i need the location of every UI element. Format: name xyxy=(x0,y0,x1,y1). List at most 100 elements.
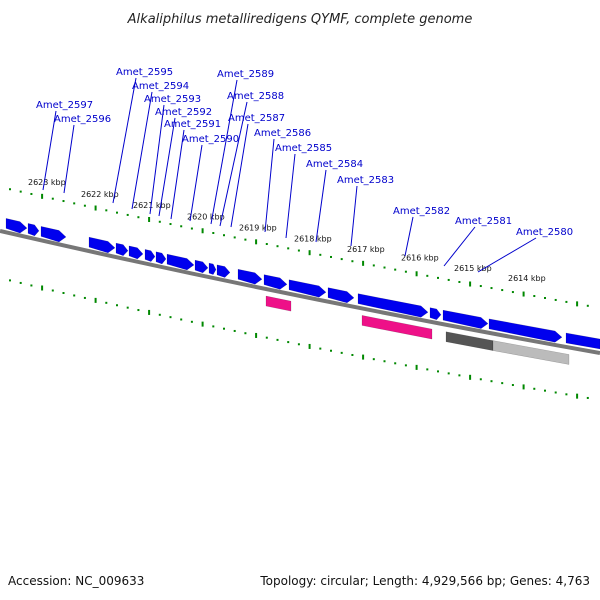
gene-arrow[interactable] xyxy=(442,309,489,329)
gene-arrow[interactable] xyxy=(128,245,144,260)
gene-label-link[interactable]: Amet_2591 xyxy=(164,119,221,130)
inner-tick xyxy=(511,384,514,387)
gene-label-link[interactable]: Amet_2593 xyxy=(144,94,201,105)
gene-arrow[interactable] xyxy=(565,332,600,350)
gene-arrow[interactable] xyxy=(194,259,209,274)
gene-label-link[interactable]: Amet_2589 xyxy=(217,69,274,80)
outer-tick xyxy=(73,202,76,205)
gene-arrow[interactable] xyxy=(144,249,156,262)
gene-arrow[interactable] xyxy=(263,274,288,290)
gene-label-link[interactable]: Amet_2584 xyxy=(306,159,363,170)
kbp-label: 2623 kbp xyxy=(28,178,66,187)
gene-arrow[interactable] xyxy=(429,307,442,321)
gene-label-link[interactable]: Amet_2594 xyxy=(132,81,189,92)
outer-tick xyxy=(255,239,258,245)
gene-arrow[interactable] xyxy=(166,253,195,271)
outer-tick xyxy=(351,260,354,263)
gene-label-link[interactable]: Amet_2587 xyxy=(228,113,285,124)
outer-tick xyxy=(265,243,268,246)
label-leader-line xyxy=(131,91,153,210)
outer-tick xyxy=(533,295,536,298)
inner-tick xyxy=(458,374,461,377)
gene-label-link[interactable]: Amet_2592 xyxy=(155,107,212,118)
label-leader-line xyxy=(477,237,537,273)
gene-arrow[interactable] xyxy=(288,279,327,298)
topology-text: Topology: circular; Length: 4,929,566 bp… xyxy=(260,574,590,588)
gene-label-link[interactable]: Amet_2580 xyxy=(516,227,573,238)
inner-tick xyxy=(544,389,546,392)
gene-label-link[interactable]: Amet_2588 xyxy=(227,91,284,102)
outer-tick xyxy=(490,287,493,290)
outer-tick xyxy=(137,216,140,219)
gene-label-link[interactable]: Amet_2596 xyxy=(54,114,111,125)
gene-label-link[interactable]: Amet_2597 xyxy=(36,100,93,111)
gene-label-link[interactable]: Amet_2583 xyxy=(337,175,394,186)
gene-label-link[interactable]: Amet_2595 xyxy=(116,67,173,78)
outer-tick xyxy=(565,300,568,303)
gene-label-link[interactable]: Amet_2581 xyxy=(455,216,512,227)
gene-arrow[interactable] xyxy=(488,318,563,343)
gene-arrow[interactable] xyxy=(88,236,116,254)
outer-tick xyxy=(522,291,525,297)
gene-arrow[interactable] xyxy=(115,242,129,257)
label-leader-line xyxy=(219,101,248,227)
outer-tick xyxy=(158,220,161,223)
inner-tick xyxy=(340,351,343,354)
kbp-label: 2621 kbp xyxy=(133,201,171,210)
inner-tick xyxy=(148,309,151,315)
gene-arrow[interactable] xyxy=(357,293,429,318)
gene-label-link[interactable]: Amet_2590 xyxy=(182,134,239,145)
gene-arrow[interactable] xyxy=(216,264,231,278)
outer-tick xyxy=(469,281,472,287)
gene-arrow[interactable] xyxy=(327,287,355,304)
gene-label-link[interactable]: Amet_2586 xyxy=(254,128,311,139)
inner-tick xyxy=(308,343,311,349)
gene-arrow[interactable] xyxy=(237,268,263,285)
outer-tick xyxy=(201,228,204,234)
map-title: Alkaliphilus metalliredigens QYMF, compl… xyxy=(127,12,473,27)
outer-tick xyxy=(94,205,97,211)
inner-tick xyxy=(297,343,300,346)
outer-tick xyxy=(30,192,33,195)
outer-tick xyxy=(116,211,118,214)
gene-label-link[interactable]: Amet_2585 xyxy=(275,143,332,154)
outer-tick xyxy=(586,304,589,307)
gene-arrow[interactable] xyxy=(5,218,28,234)
gene-arrow[interactable] xyxy=(155,251,167,265)
outer-tick xyxy=(319,253,322,256)
inner-tick xyxy=(351,353,354,356)
inner-tick xyxy=(83,296,86,299)
gene-labels: Amet_2597 Amet_2596 Amet_2595 Amet_2594 Amet… xyxy=(36,67,573,273)
label-leader-line xyxy=(189,144,203,222)
gene-arrow[interactable] xyxy=(27,223,40,237)
outer-tick xyxy=(437,276,439,279)
outer-tick xyxy=(276,245,279,248)
inner-tick xyxy=(276,338,279,341)
outer-tick xyxy=(9,188,11,191)
outer-tick xyxy=(62,200,65,203)
inner-tick xyxy=(426,368,429,371)
outer-tick xyxy=(126,213,129,216)
pseudo-feature[interactable] xyxy=(492,340,570,365)
outer-tick xyxy=(308,250,311,256)
inner-tick xyxy=(30,284,33,287)
pseudo-feature[interactable] xyxy=(445,331,494,351)
label-leader-line xyxy=(210,79,238,225)
gene-label-link[interactable]: Amet_2582 xyxy=(393,206,450,217)
outer-tick-track xyxy=(9,188,589,307)
outer-tick xyxy=(41,193,44,199)
outer-tick xyxy=(511,291,514,294)
kbp-label: 2622 kbp xyxy=(81,190,119,199)
inner-tick xyxy=(62,291,65,294)
rna-feature[interactable] xyxy=(265,295,292,312)
label-leader-line xyxy=(230,123,249,228)
genome-backbone xyxy=(0,229,600,355)
inner-tick xyxy=(190,320,193,323)
gene-arrow[interactable] xyxy=(40,226,67,243)
inner-tick xyxy=(265,336,268,339)
inner-tick xyxy=(9,279,11,282)
gene-arrow[interactable] xyxy=(208,262,217,275)
outer-tick xyxy=(330,255,332,258)
rna-feature[interactable] xyxy=(361,315,433,340)
inner-tick xyxy=(330,349,332,352)
